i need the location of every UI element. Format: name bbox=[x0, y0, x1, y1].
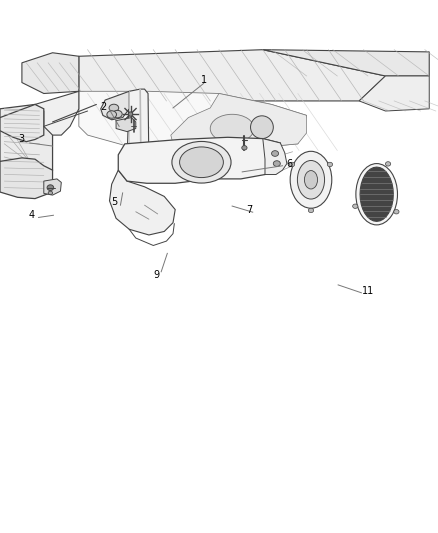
Polygon shape bbox=[263, 139, 287, 174]
Text: 11: 11 bbox=[362, 286, 374, 296]
Text: 2: 2 bbox=[100, 102, 106, 111]
Polygon shape bbox=[127, 89, 149, 171]
Ellipse shape bbox=[290, 151, 332, 208]
Ellipse shape bbox=[304, 171, 318, 189]
Ellipse shape bbox=[385, 161, 391, 166]
Ellipse shape bbox=[327, 162, 332, 167]
Text: 3: 3 bbox=[18, 134, 24, 144]
Ellipse shape bbox=[107, 111, 117, 118]
Ellipse shape bbox=[394, 209, 399, 214]
Polygon shape bbox=[22, 53, 79, 93]
Ellipse shape bbox=[113, 110, 122, 118]
Polygon shape bbox=[101, 91, 129, 120]
Polygon shape bbox=[0, 158, 53, 199]
Ellipse shape bbox=[128, 112, 133, 116]
Polygon shape bbox=[79, 50, 385, 101]
Polygon shape bbox=[79, 91, 307, 152]
Text: 6: 6 bbox=[286, 159, 292, 168]
Ellipse shape bbox=[290, 162, 295, 167]
Ellipse shape bbox=[47, 185, 53, 190]
Ellipse shape bbox=[210, 114, 254, 143]
Ellipse shape bbox=[308, 208, 314, 213]
Polygon shape bbox=[0, 104, 44, 142]
Polygon shape bbox=[171, 93, 307, 152]
Ellipse shape bbox=[356, 164, 398, 225]
Text: 1: 1 bbox=[201, 75, 207, 85]
Ellipse shape bbox=[180, 147, 223, 177]
Polygon shape bbox=[263, 50, 429, 76]
Ellipse shape bbox=[297, 160, 325, 199]
Polygon shape bbox=[110, 170, 175, 235]
Ellipse shape bbox=[48, 191, 53, 195]
Polygon shape bbox=[118, 138, 283, 183]
Polygon shape bbox=[0, 104, 53, 179]
Ellipse shape bbox=[109, 104, 119, 112]
Ellipse shape bbox=[172, 141, 231, 183]
Text: 9: 9 bbox=[154, 270, 160, 280]
Polygon shape bbox=[359, 76, 429, 111]
Polygon shape bbox=[44, 179, 61, 195]
Polygon shape bbox=[360, 167, 393, 221]
Text: 7: 7 bbox=[247, 205, 253, 215]
Ellipse shape bbox=[272, 151, 279, 156]
Ellipse shape bbox=[273, 161, 280, 166]
Text: 4: 4 bbox=[28, 210, 35, 220]
Polygon shape bbox=[116, 118, 136, 132]
Ellipse shape bbox=[242, 146, 247, 150]
Polygon shape bbox=[35, 91, 79, 135]
Ellipse shape bbox=[353, 204, 358, 208]
Text: 5: 5 bbox=[112, 197, 118, 207]
Ellipse shape bbox=[251, 116, 273, 139]
